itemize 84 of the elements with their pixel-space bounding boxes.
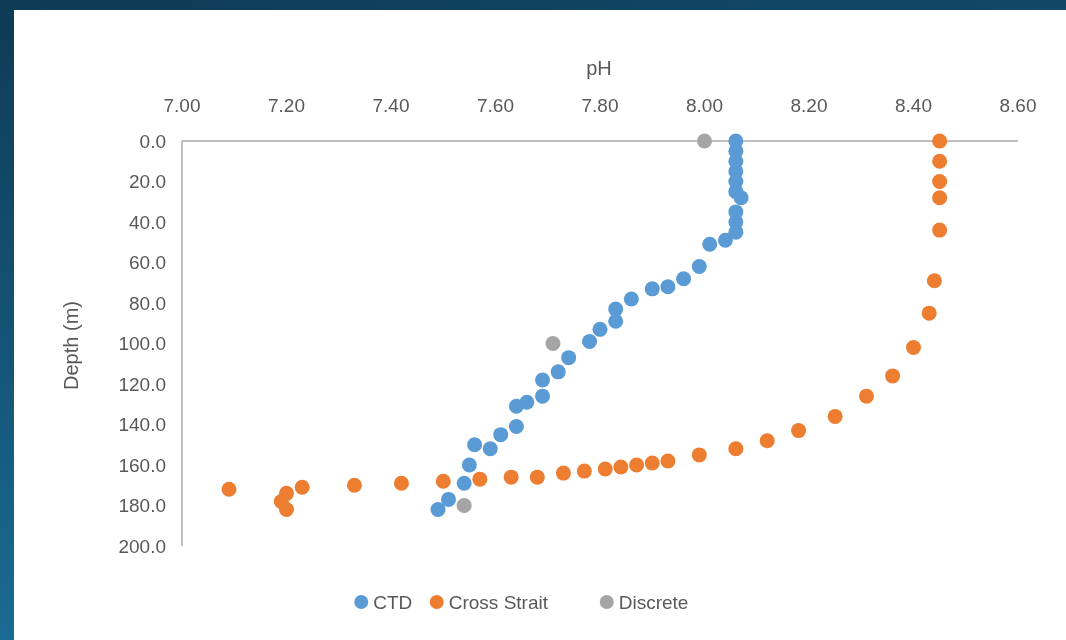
point — [623, 291, 639, 307]
point — [759, 433, 775, 449]
point — [728, 441, 744, 457]
y-tick-label: 100.0 — [118, 333, 166, 355]
y-tick-label: 20.0 — [129, 171, 166, 193]
point — [629, 457, 645, 473]
point — [691, 447, 707, 463]
point — [346, 477, 362, 493]
point — [791, 423, 807, 439]
point — [508, 398, 524, 414]
y-tick-label: 140.0 — [118, 414, 166, 436]
point — [717, 232, 733, 248]
y-tick-label: 40.0 — [129, 211, 166, 233]
point — [529, 469, 545, 485]
y-tick-label: 80.0 — [129, 292, 166, 314]
point — [582, 333, 598, 349]
point — [932, 222, 948, 238]
point — [926, 273, 942, 289]
point — [697, 133, 712, 149]
point — [493, 427, 509, 443]
point — [561, 350, 577, 366]
point — [461, 457, 477, 473]
x-tick-label: 7.40 — [372, 95, 410, 116]
y-tick-label: 200.0 — [118, 535, 166, 557]
legend-label: CTD — [373, 591, 413, 613]
point — [921, 305, 937, 321]
point — [503, 469, 519, 485]
point — [906, 340, 921, 356]
point — [613, 459, 629, 475]
point — [482, 441, 498, 457]
point — [932, 190, 948, 206]
x-tick-label: 8.60 — [999, 95, 1037, 116]
x-tick-label: 7.00 — [163, 95, 201, 116]
x-tick-label: 8.40 — [895, 95, 932, 116]
y-tick-label: 0.0 — [139, 130, 166, 152]
point — [728, 224, 744, 240]
point — [885, 368, 901, 384]
point — [702, 236, 718, 252]
point — [932, 153, 948, 169]
point — [555, 465, 571, 481]
point — [435, 473, 451, 489]
point — [932, 174, 948, 189]
y-axis-title: Depth (m) — [60, 301, 82, 390]
point — [644, 281, 660, 297]
y-tick-label: 60.0 — [129, 252, 166, 274]
x-tick-label: 8.20 — [790, 95, 828, 116]
point — [393, 475, 409, 491]
point — [467, 437, 483, 453]
point — [508, 419, 524, 435]
point — [430, 502, 446, 518]
point — [597, 461, 613, 477]
point — [676, 271, 692, 287]
point — [545, 336, 561, 351]
point — [733, 190, 749, 206]
point — [660, 453, 676, 469]
x-tick-label: 7.60 — [477, 95, 514, 116]
point — [279, 502, 294, 518]
point — [550, 364, 566, 380]
legend-label: Cross Strait — [448, 591, 549, 613]
x-axis-title: pH — [586, 57, 612, 79]
point — [472, 471, 488, 487]
point — [691, 259, 707, 275]
point — [576, 463, 592, 479]
point — [592, 321, 608, 337]
point — [858, 388, 874, 404]
x-tick-label: 7.80 — [581, 95, 619, 116]
point — [440, 491, 456, 507]
point — [456, 498, 472, 513]
legend-label: Discrete — [618, 591, 689, 613]
x-tick-label: 8.00 — [686, 95, 723, 116]
point — [535, 388, 551, 404]
point — [294, 479, 310, 495]
point — [932, 133, 948, 149]
point — [456, 475, 472, 491]
point — [221, 481, 237, 497]
x-tick-label: 7.20 — [268, 95, 305, 116]
point — [827, 408, 843, 424]
point — [535, 372, 551, 388]
y-tick-label: 180.0 — [118, 495, 166, 517]
point — [608, 313, 624, 329]
y-tick-label: 120.0 — [118, 373, 166, 395]
point — [644, 455, 660, 471]
point — [660, 279, 676, 295]
y-tick-label: 160.0 — [118, 454, 166, 476]
